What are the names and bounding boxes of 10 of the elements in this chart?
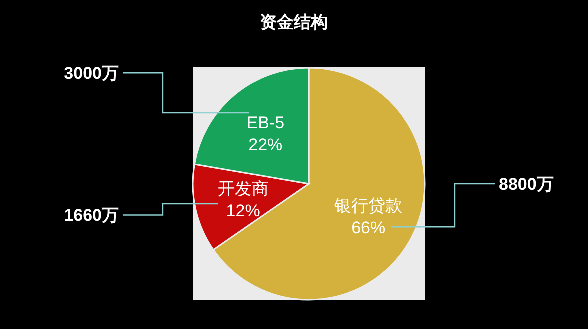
- text: 66%: [352, 218, 386, 238]
- text: 12%: [226, 201, 260, 220]
- data-label: 8800万: [499, 175, 554, 194]
- slice-label: EB-5: [246, 114, 285, 133]
- chart-title: 资金结构: [260, 13, 328, 32]
- data-label: 1660万: [64, 206, 119, 226]
- data-label: 3000万: [64, 64, 119, 84]
- text: 22%: [248, 136, 283, 155]
- slice-label: 银行贷款: [334, 196, 403, 216]
- slice-label: 开发商: [218, 179, 269, 198]
